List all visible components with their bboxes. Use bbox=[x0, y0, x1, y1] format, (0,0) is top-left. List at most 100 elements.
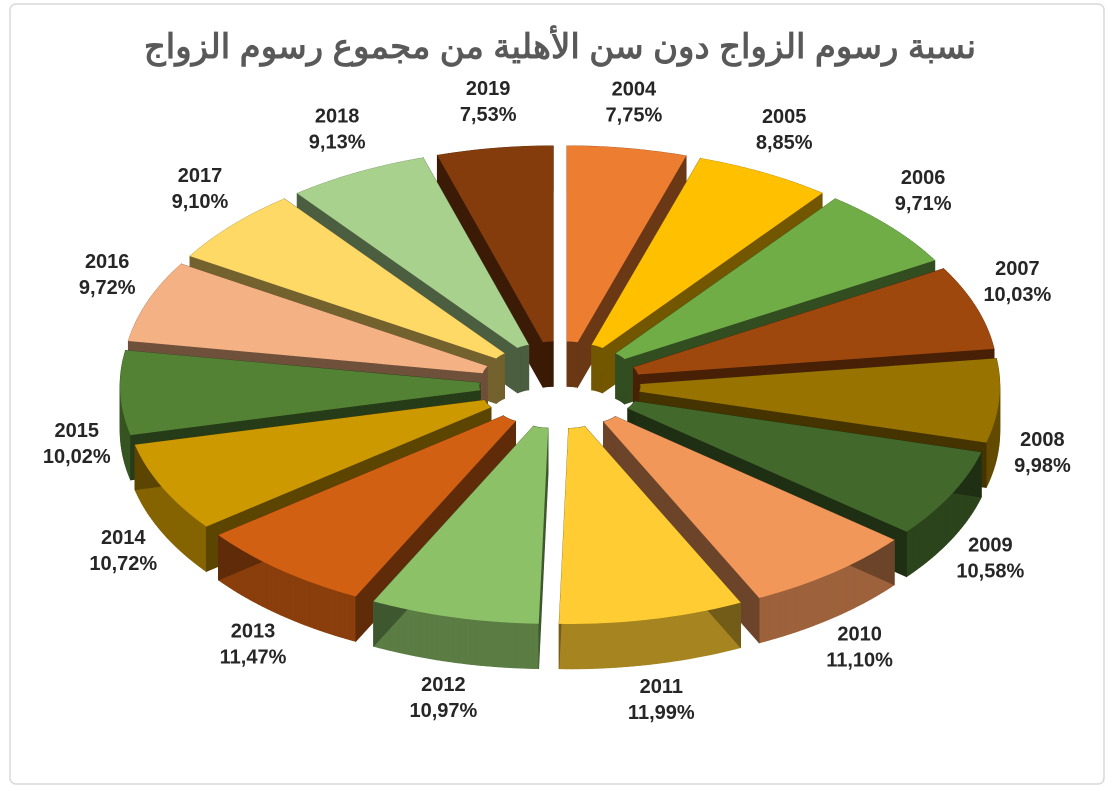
category-label: 2016 bbox=[85, 251, 130, 273]
slice-top bbox=[134, 399, 492, 527]
slice-side bbox=[271, 565, 277, 614]
slice-side bbox=[657, 617, 665, 664]
slice-side bbox=[769, 593, 775, 641]
value-label: 10,03% bbox=[983, 284, 1051, 306]
category-label: 2012 bbox=[421, 674, 466, 696]
slice-side bbox=[774, 591, 781, 640]
slice-side bbox=[948, 493, 952, 543]
value-label: 11,99% bbox=[628, 702, 695, 724]
slice-top bbox=[615, 198, 935, 360]
slice-side bbox=[521, 622, 528, 669]
slice-side bbox=[813, 578, 820, 626]
slice-side bbox=[319, 584, 325, 633]
slice-side bbox=[180, 505, 185, 555]
slice-top bbox=[639, 358, 1000, 443]
category-label: 2009 bbox=[968, 534, 1013, 556]
slice-side bbox=[764, 594, 770, 642]
slice-side bbox=[167, 492, 171, 542]
category-label: 2004 bbox=[612, 78, 657, 100]
slice-side bbox=[437, 614, 444, 662]
slice-top bbox=[603, 416, 895, 598]
slice-side bbox=[475, 619, 483, 666]
slice-top bbox=[297, 157, 529, 348]
slice-top bbox=[373, 426, 549, 624]
slice-side bbox=[426, 612, 433, 660]
slice-side bbox=[172, 497, 176, 547]
slice-side bbox=[442, 615, 449, 662]
slice-side bbox=[294, 575, 300, 624]
slice-side bbox=[481, 620, 488, 667]
slice-side bbox=[448, 616, 455, 663]
slice-side bbox=[809, 580, 815, 628]
slice-top bbox=[120, 350, 481, 436]
slice-side bbox=[670, 615, 677, 663]
category-label: 2008 bbox=[1020, 429, 1065, 451]
slice-side bbox=[453, 617, 460, 664]
category-label: 2013 bbox=[231, 620, 276, 642]
slice-side bbox=[192, 516, 197, 565]
value-label: 8,85% bbox=[756, 132, 813, 154]
slice-side bbox=[823, 574, 829, 623]
value-label: 10,97% bbox=[409, 700, 477, 722]
slice-side bbox=[309, 581, 315, 629]
slice-side bbox=[832, 570, 838, 619]
slice-side bbox=[464, 618, 471, 665]
slice-side bbox=[676, 614, 683, 662]
slice-side bbox=[953, 487, 957, 538]
slice-side bbox=[175, 500, 179, 550]
category-label: 2014 bbox=[101, 527, 146, 549]
slice-side bbox=[664, 616, 671, 663]
slice-top bbox=[591, 158, 823, 348]
slice-side bbox=[304, 579, 310, 628]
value-label: 9,71% bbox=[895, 193, 952, 215]
slice-side bbox=[633, 620, 641, 667]
slice-side bbox=[836, 568, 842, 617]
slice-side bbox=[164, 489, 168, 539]
slice-top bbox=[128, 263, 488, 374]
slice-side bbox=[199, 521, 204, 570]
category-label: 2006 bbox=[901, 167, 946, 189]
slice-side bbox=[257, 558, 263, 607]
slice-side bbox=[284, 571, 291, 620]
value-label: 7,53% bbox=[460, 104, 517, 126]
slice-side bbox=[409, 609, 416, 657]
slice-top bbox=[189, 198, 505, 359]
slice-side bbox=[913, 524, 918, 573]
slice-side bbox=[420, 611, 427, 659]
slice-side bbox=[935, 506, 939, 556]
slice-side bbox=[608, 622, 616, 669]
value-label: 9,10% bbox=[172, 191, 229, 213]
category-label: 2011 bbox=[640, 676, 683, 698]
slice-side bbox=[262, 560, 268, 610]
slice-side bbox=[682, 613, 689, 661]
category-label: 2018 bbox=[315, 106, 360, 128]
slice-side bbox=[169, 495, 174, 545]
slice bbox=[373, 425, 549, 670]
slice-side bbox=[509, 622, 517, 669]
slice-side bbox=[266, 563, 272, 612]
slice-side bbox=[404, 608, 411, 656]
value-label: 9,98% bbox=[1014, 455, 1071, 477]
slice-side bbox=[827, 572, 833, 621]
slice-top bbox=[218, 415, 516, 597]
slice-side bbox=[415, 610, 422, 658]
slice-side bbox=[459, 617, 466, 665]
slice-side bbox=[645, 618, 653, 666]
slice-side bbox=[779, 590, 786, 638]
slice-side bbox=[926, 514, 930, 563]
slice-side bbox=[186, 511, 191, 560]
value-label: 10,02% bbox=[43, 446, 111, 468]
slice-side bbox=[589, 623, 597, 669]
value-label: 11,10% bbox=[826, 650, 893, 672]
category-label: 2019 bbox=[466, 78, 511, 100]
slice-side bbox=[329, 588, 335, 636]
value-label: 10,72% bbox=[89, 553, 157, 575]
slice-top bbox=[633, 268, 995, 375]
slice-side bbox=[758, 596, 765, 644]
slice-side bbox=[470, 619, 477, 666]
category-label: 2005 bbox=[762, 106, 807, 128]
slice-side bbox=[621, 621, 628, 668]
slice-side bbox=[940, 501, 945, 551]
slice-side bbox=[532, 623, 540, 670]
